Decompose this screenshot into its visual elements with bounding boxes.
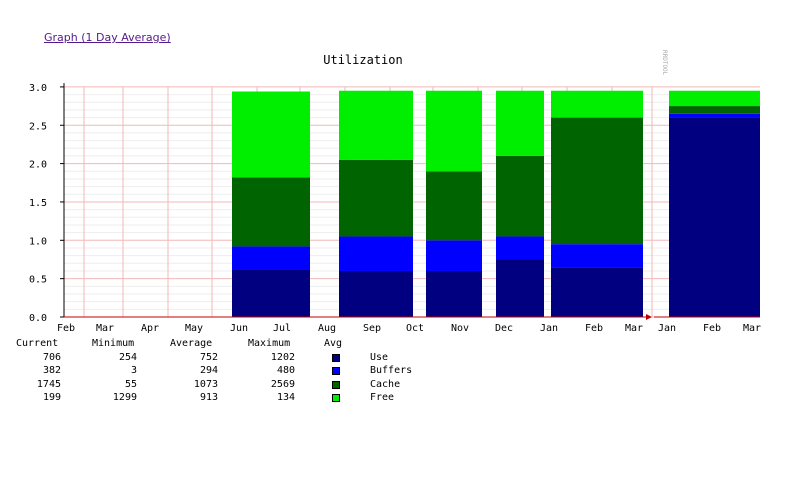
area-free-segment	[426, 90, 482, 172]
legend-series-name: Free	[370, 392, 395, 404]
legend-current-value: 706	[42, 351, 61, 363]
x-tick-label: Feb	[585, 323, 603, 334]
area-buffers-segment	[669, 113, 760, 118]
legend-row-free: 199 1299 913 134 Free	[10, 392, 450, 406]
x-tick-label: Apr	[141, 323, 159, 334]
x-tick-label: Jan	[658, 323, 676, 334]
x-tick-label: Sep	[363, 323, 381, 334]
x-tick-label: Feb	[57, 323, 75, 334]
legend-minimum-value: 1299	[112, 392, 137, 404]
chart-title: Utilization	[323, 53, 402, 67]
legend-current-value: 199	[42, 392, 61, 404]
legend-header-maximum: Maximum	[248, 338, 291, 349]
legend-average-value: 294	[199, 365, 218, 377]
x-tick-label: Nov	[451, 323, 469, 334]
x-tick-label: Jan	[540, 323, 558, 334]
legend-series-name: Buffers	[370, 365, 413, 377]
area-cache-segment	[496, 155, 544, 237]
y-tick-label: 1.5	[29, 198, 47, 209]
x-tick-label: Mar	[743, 323, 761, 334]
area-buffers-segment	[339, 236, 413, 271]
legend-swatch	[332, 353, 340, 362]
legend-header-average: Average	[170, 338, 213, 349]
legend-maximum-value: 134	[276, 392, 295, 404]
area-cache-segment	[232, 177, 310, 247]
legend-maximum-value: 2569	[270, 378, 295, 390]
legend-header-avg: Avg	[324, 338, 343, 349]
utilization-chart: 0.0 0.5 1.0 1.5 2.0 2.5 3.0 Feb Mar Apr May Jun Jul A…	[29, 50, 761, 334]
legend-row-use: 706 254 752 1202 Use	[10, 352, 450, 366]
area-cache-segment	[426, 171, 482, 241]
area-use-segment	[232, 269, 310, 317]
x-tick-label: Mar	[625, 323, 643, 334]
y-tick-label: 0.0	[29, 313, 47, 324]
area-use-segment	[339, 270, 413, 317]
area-buffers-segment	[551, 244, 643, 268]
legend-current-value: 382	[42, 365, 61, 377]
legend-header-minimum: Minimum	[92, 338, 135, 349]
legend-average-value: 752	[199, 351, 218, 363]
x-tick-label: Jul	[273, 323, 291, 334]
x-tick-label: Mar	[96, 323, 114, 334]
x-tick-label: Jun	[230, 323, 248, 334]
x-tick-label: May	[185, 323, 203, 334]
area-use-segment	[551, 267, 643, 317]
x-tick-label: Oct	[406, 323, 424, 334]
y-tick-label: 2.5	[29, 121, 47, 132]
area-use-segment	[669, 117, 760, 317]
legend-swatch	[332, 380, 340, 389]
y-tick-label: 1.0	[29, 236, 47, 247]
legend-header-current: Current	[16, 338, 59, 349]
area-free-segment	[496, 90, 544, 156]
area-free-segment	[339, 90, 413, 160]
legend-minimum-value: 254	[118, 351, 137, 363]
area-buffers-segment	[232, 246, 310, 270]
legend-maximum-value: 1202	[270, 351, 295, 363]
x-axis-arrow	[646, 314, 652, 320]
graph-1-day-average-link[interactable]: Graph (1 Day Average)	[44, 31, 171, 44]
legend-average-value: 1073	[193, 378, 218, 390]
legend-minimum-value: 3	[130, 365, 137, 377]
legend-current-value: 1745	[36, 378, 61, 390]
legend-header-row: Current Minimum Average Maximum Avg	[10, 338, 450, 352]
legend-row-cache: 1745 55 1073 2569 Cache	[10, 379, 450, 393]
legend-series-name: Use	[370, 351, 389, 363]
area-cache-segment	[339, 159, 413, 237]
legend-average-value: 913	[199, 392, 218, 404]
area-free-segment	[669, 90, 760, 107]
y-tick-label: 2.0	[29, 160, 47, 171]
rrdtool-watermark: RRDTOOL	[661, 50, 668, 76]
x-tick-label: Dec	[495, 323, 513, 334]
y-tick-label: 0.5	[29, 275, 47, 286]
legend-swatch	[332, 367, 340, 376]
x-tick-label: Aug	[318, 323, 336, 334]
area-buffers-segment	[426, 240, 482, 271]
area-use-segment	[496, 259, 544, 317]
legend-row-buffers: 382 3 294 480 Buffers	[10, 365, 450, 379]
y-tick-label: 3.0	[29, 83, 47, 94]
legend-table: Current Minimum Average Maximum Avg 706 2…	[10, 338, 450, 406]
legend-series-name: Cache	[370, 378, 401, 390]
area-buffers-segment	[496, 236, 544, 260]
area-cache-segment	[669, 106, 760, 114]
legend-minimum-value: 55	[124, 378, 137, 390]
legend-maximum-value: 480	[276, 365, 295, 377]
area-free-segment	[232, 91, 310, 178]
area-free-segment	[551, 90, 643, 118]
x-tick-label: Feb	[703, 323, 721, 334]
legend-swatch	[332, 394, 340, 403]
area-cache-segment	[551, 117, 643, 245]
area-use-segment	[426, 270, 482, 317]
